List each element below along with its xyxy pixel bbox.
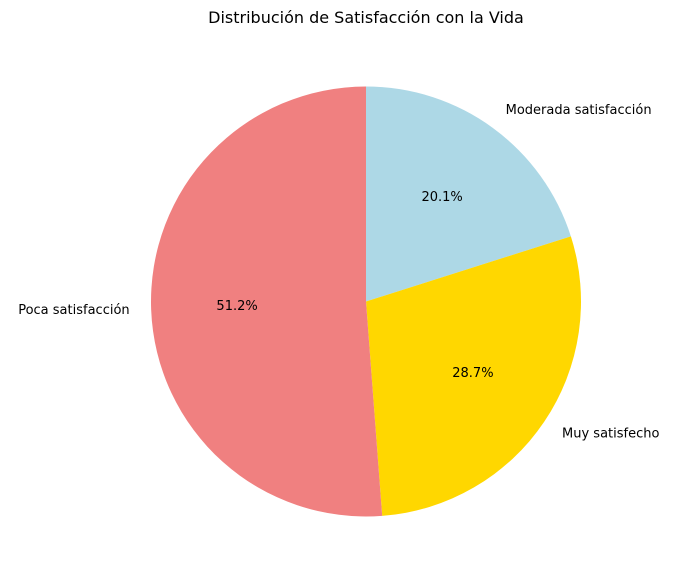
pie-category-label: Muy satisfecho: [562, 426, 659, 441]
pie-slice-moderada-satisfaccion: [366, 86, 571, 302]
pie-percent-label: 28.7%: [452, 366, 493, 381]
pie-slices: [150, 86, 581, 517]
pie-category-label: Moderada satisfacción: [506, 103, 652, 118]
pie-slice-muy-satisfecho: [366, 236, 581, 516]
pie-percent-label: 20.1%: [421, 190, 462, 205]
pie-labels: 20.1% Moderada satisfacción 28.7% Muy satis…: [18, 103, 659, 441]
pie-category-label: Poca satisfacción: [18, 303, 129, 318]
chart-title: Distribución de Satisfacción con la Vida: [208, 8, 524, 27]
pie-slice-poca-satisfaccion: [150, 86, 383, 517]
pie-percent-label: 51.2%: [216, 299, 257, 314]
